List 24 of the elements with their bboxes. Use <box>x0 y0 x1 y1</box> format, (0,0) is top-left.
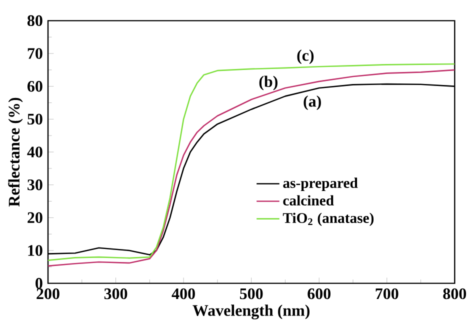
annotation: (c) <box>297 50 314 64</box>
annotation: (b) <box>259 76 278 90</box>
legend-label: TiO$_{2}$ (anatase) <box>282 212 374 226</box>
x-tick-label: 200 <box>36 288 60 300</box>
x-tick-label: 400 <box>172 288 195 300</box>
y-tick-label: 50 <box>28 114 42 125</box>
x-tick-label: 500 <box>240 288 263 300</box>
y-tick-label: 40 <box>27 146 42 158</box>
y-tick-label: 60 <box>28 80 42 92</box>
annotation: (a) <box>304 95 321 110</box>
x-tick-label: 800 <box>443 288 466 300</box>
x-tick-label: 700 <box>376 288 398 300</box>
y-axis-title: Reflectance (%) <box>8 98 23 207</box>
legend-label: calcined <box>283 195 334 206</box>
y-tick-label: 0 <box>36 278 42 289</box>
y-tick-label: 70 <box>28 48 42 59</box>
y-tick-label: 80 <box>27 15 42 26</box>
legend-label: as-prepared <box>283 178 358 191</box>
y-tick-label: 10 <box>28 245 42 256</box>
y-tick-label: 30 <box>28 179 42 190</box>
x-tick-label: 300 <box>104 288 128 300</box>
x-tick-label: 600 <box>308 288 330 300</box>
x-axis-title: Wavelength (nm) <box>192 304 310 320</box>
y-tick-label: 20 <box>28 212 42 224</box>
